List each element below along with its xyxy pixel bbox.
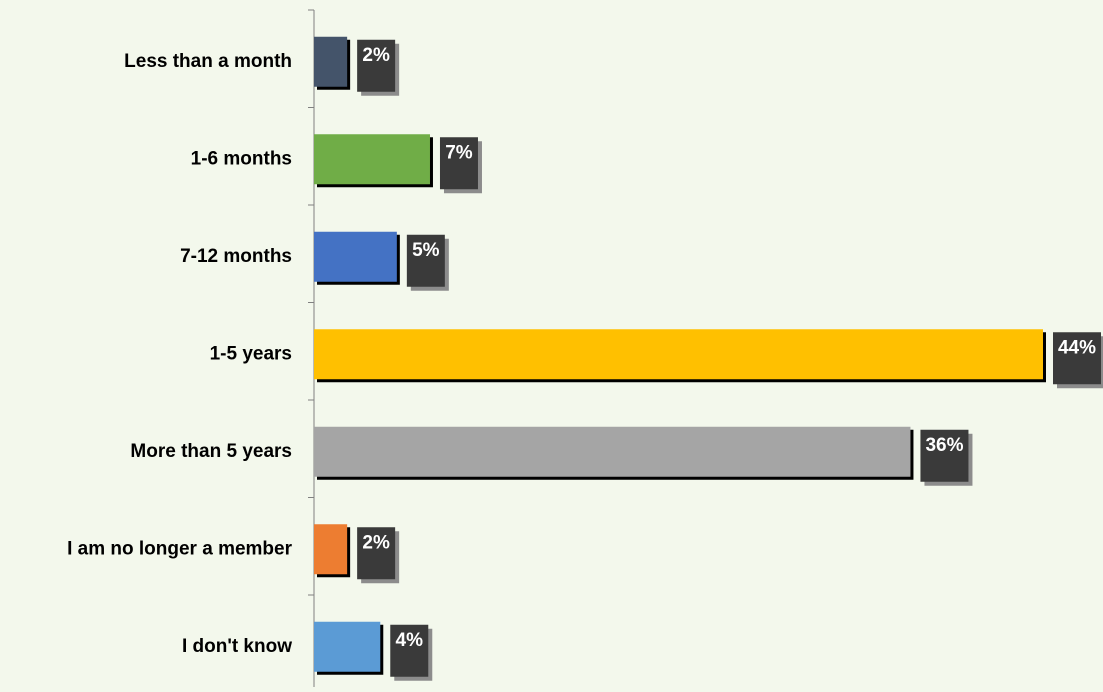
bar [314, 524, 348, 575]
bar [314, 621, 381, 672]
label-box [406, 234, 445, 287]
value-label: 4% [396, 630, 424, 651]
category-label: I am no longer a member [67, 538, 292, 559]
label-box [1053, 332, 1101, 385]
label-box [357, 39, 396, 92]
bar [314, 231, 397, 282]
label-box [920, 429, 969, 482]
label-box [439, 137, 478, 190]
bar [314, 329, 1043, 380]
value-label: 36% [925, 435, 963, 456]
value-label: 44% [1058, 337, 1096, 358]
category-label: 1-6 months [191, 148, 292, 169]
category-label: I don't know [182, 636, 292, 657]
value-label: 2% [362, 532, 390, 553]
value-label: 2% [362, 45, 390, 66]
value-label: 5% [412, 240, 440, 261]
category-label: More than 5 years [130, 441, 292, 462]
bar [314, 426, 911, 477]
bar [314, 36, 348, 87]
category-label: 1-5 years [210, 343, 292, 364]
category-label: 7-12 months [180, 246, 292, 267]
bar [314, 134, 430, 185]
label-box [390, 624, 429, 677]
category-label: Less than a month [124, 51, 292, 72]
value-label: 7% [445, 142, 473, 163]
label-box [357, 527, 396, 580]
